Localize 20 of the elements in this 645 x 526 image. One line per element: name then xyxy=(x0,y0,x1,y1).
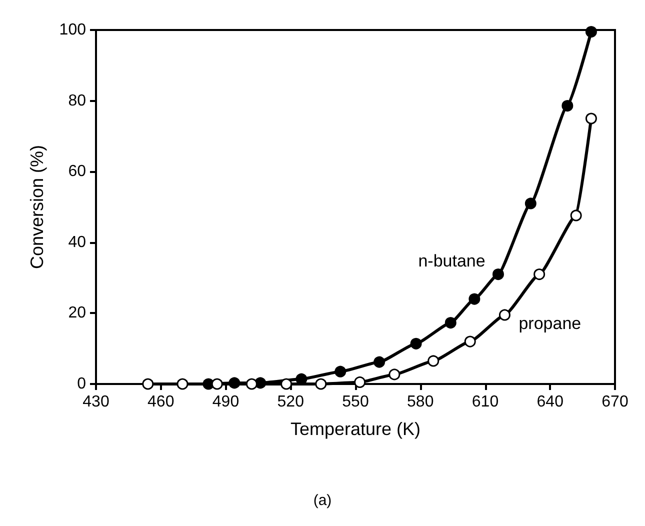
x-axis-title: Temperature (K) xyxy=(290,419,421,439)
y-axis-title: Conversion (%) xyxy=(27,144,47,270)
y-tick-label: 80 xyxy=(68,92,86,110)
x-tick-label: 640 xyxy=(536,394,564,410)
y-tick-label: 20 xyxy=(68,304,86,322)
x-tick-label: 610 xyxy=(472,394,499,410)
x-tick-label: 550 xyxy=(342,394,369,410)
x-tick-label: 430 xyxy=(82,394,110,410)
y-tick-label: 60 xyxy=(68,163,86,180)
x-tick-label: 580 xyxy=(407,394,434,410)
x-tick-label: 670 xyxy=(602,394,628,410)
series-label: propane xyxy=(518,314,582,333)
x-tick-label: 520 xyxy=(277,394,304,410)
y-tick-label: 40 xyxy=(68,234,86,251)
x-tick-label: 460 xyxy=(148,394,174,410)
y-tick-label: 100 xyxy=(59,22,86,38)
x-tick-label: 490 xyxy=(212,394,240,410)
series-label: n-butane xyxy=(418,251,486,270)
y-tick-label: 0 xyxy=(77,376,86,392)
text: (a) xyxy=(313,492,332,509)
